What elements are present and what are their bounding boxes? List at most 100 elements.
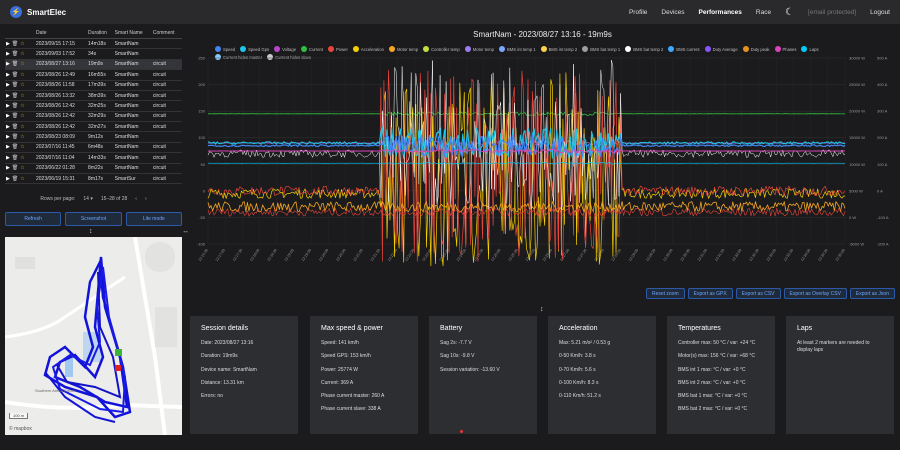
legend-item[interactable]: Motor temp [464, 46, 494, 52]
play-icon[interactable]: ▶ [6, 102, 10, 109]
nav-race[interactable]: Race [755, 8, 772, 16]
vertical-resize-icon[interactable]: ↕ [89, 228, 93, 235]
star-icon[interactable]: ☆ [20, 113, 25, 120]
reset-zoom-button[interactable]: Reset zoom [645, 288, 685, 299]
trash-icon[interactable]: 🗑 [11, 40, 19, 47]
trash-icon[interactable]: 🗑 [11, 144, 19, 151]
legend-item[interactable]: Current hides slave [267, 54, 311, 60]
legend-item[interactable]: BMS int temp 2 [540, 46, 577, 52]
legend-item[interactable]: Power [328, 46, 348, 52]
table-row[interactable]: ▶ 🗑 ☆ 2023/09/03 17:52 34s SmartNam [5, 48, 182, 60]
star-icon[interactable]: ☆ [20, 154, 25, 161]
trash-icon[interactable]: 🗑 [11, 113, 19, 120]
play-icon[interactable]: ▶ [6, 61, 10, 68]
legend-item[interactable]: BMS bat temp 1 [582, 46, 620, 52]
trash-icon[interactable]: 🗑 [11, 51, 19, 58]
legend-item[interactable]: Voltage [274, 46, 296, 52]
star-icon[interactable]: ☆ [20, 71, 25, 78]
play-icon[interactable]: ▶ [6, 92, 10, 99]
lite-mode-button[interactable]: Lite mode [125, 212, 182, 226]
nav-devices[interactable]: Devices [661, 8, 685, 16]
legend-item[interactable]: Phases [774, 46, 796, 52]
play-icon[interactable]: ▶ [6, 51, 10, 58]
table-row[interactable]: ▶ 🗑 ☆ 2023/09/15 17:15 14m18s SmartNam [5, 38, 182, 50]
play-icon[interactable]: ▶ [6, 71, 10, 78]
star-icon[interactable]: ☆ [20, 144, 25, 151]
legend-item[interactable]: Controller temp [423, 46, 460, 52]
star-icon[interactable]: ☆ [20, 102, 25, 109]
name-header[interactable]: Smart Name [113, 28, 152, 39]
export-overlay-csv-button[interactable]: Export as Overlay CSV [783, 288, 847, 299]
refresh-button[interactable]: Refresh [5, 212, 62, 226]
trash-icon[interactable]: 🗑 [11, 92, 19, 99]
trash-icon[interactable]: 🗑 [11, 175, 19, 182]
table-row[interactable]: ▶ 🗑 ☆ 2023/08/26 12:42 32m25s SmartNam circuit [5, 100, 182, 112]
legend-item[interactable]: Current hides master [215, 54, 262, 60]
export-json-button[interactable]: Export as Json [849, 288, 895, 299]
star-icon[interactable]: ☆ [20, 61, 25, 68]
comment-header[interactable]: Comment [151, 28, 182, 39]
export-csv-button[interactable]: Export as CSV [735, 288, 781, 299]
table-row[interactable]: ▶ 🗑 ☆ 2023/08/23 08:09 9m12s SmartNam [5, 131, 182, 143]
brand[interactable]: ⚡ SmartElec [10, 6, 66, 18]
legend-item[interactable]: BMS current [668, 46, 700, 52]
trash-icon[interactable]: 🗑 [11, 71, 19, 78]
chart-resize-icon[interactable]: ↕ [540, 306, 544, 313]
nav-performances[interactable]: Performances [698, 8, 742, 16]
star-icon[interactable]: ☆ [20, 165, 25, 172]
legend-item[interactable]: Motor temp [388, 46, 418, 52]
play-icon[interactable]: ▶ [6, 165, 10, 172]
legend-item[interactable]: BMS int temp 1 [498, 46, 536, 52]
star-icon[interactable]: ☆ [20, 175, 25, 182]
play-icon[interactable]: ▶ [6, 113, 10, 120]
logout-link[interactable]: Logout [870, 8, 890, 16]
play-icon[interactable]: ▶ [6, 154, 10, 161]
export-gpx-button[interactable]: Export as GPX [687, 288, 733, 299]
trash-icon[interactable]: 🗑 [11, 123, 19, 130]
table-row[interactable]: ▶ 🗑 ☆ 2023/08/26 12:49 16m55s SmartNam circuit [5, 69, 182, 81]
next-page-icon[interactable]: › [144, 196, 147, 202]
legend-item[interactable]: Current [301, 46, 323, 52]
horizontal-resize-icon[interactable]: ↔ [182, 228, 189, 235]
table-row[interactable]: ▶ 🗑 ☆ 2023/08/26 12:42 32m27s SmartNam circuit [5, 121, 182, 133]
star-icon[interactable]: ☆ [20, 51, 25, 58]
legend-item[interactable]: Speed [215, 46, 235, 52]
star-icon[interactable]: ☆ [20, 134, 25, 141]
play-icon[interactable]: ▶ [6, 40, 10, 47]
trash-icon[interactable]: 🗑 [11, 154, 19, 161]
star-icon[interactable]: ☆ [20, 92, 25, 99]
trash-icon[interactable]: 🗑 [11, 134, 19, 141]
rows-per-page-select[interactable]: 14 ▾ [83, 196, 93, 202]
trash-icon[interactable]: 🗑 [11, 102, 19, 109]
legend-item[interactable]: Laps [801, 46, 819, 52]
table-row[interactable]: ▶ 🗑 ☆ 2023/08/26 11:58 17m39s SmartNam circuit [5, 80, 182, 91]
map-attribution[interactable]: © mapbox [9, 426, 32, 432]
star-icon[interactable]: ☆ [20, 123, 25, 130]
table-row[interactable]: ▶ 🗑 ☆ 2023/08/27 13:16 19m9s SmartNam circuit [5, 59, 182, 71]
table-row[interactable]: ▶ 🗑 ☆ 2023/08/26 12:42 32m29s SmartNam circuit [5, 111, 182, 123]
nav-profile[interactable]: Profile [628, 8, 648, 16]
legend-item[interactable]: Duty peak [742, 46, 770, 52]
legend-item[interactable]: Speed Gps [240, 46, 269, 52]
legend-item[interactable]: Acceleration [352, 46, 384, 52]
play-icon[interactable]: ▶ [6, 175, 10, 182]
prev-page-icon[interactable]: ‹ [135, 196, 137, 202]
legend-item[interactable]: BMS bat temp 2 [625, 46, 663, 52]
table-row[interactable]: ▶ 🗑 ☆ 2023/06/19 15:31 8m17s SmartSur circuit [5, 173, 182, 185]
play-icon[interactable]: ▶ [6, 82, 10, 89]
duration-header[interactable]: Duration [87, 28, 114, 39]
table-row[interactable]: ▶ 🗑 ☆ 2023/08/26 13:32 38m39s SmartNam circuit [5, 90, 182, 102]
legend-item[interactable]: Duty Average [704, 46, 738, 52]
trash-icon[interactable]: 🗑 [11, 165, 19, 172]
screenshot-button[interactable]: Screenshot [65, 212, 122, 226]
play-icon[interactable]: ▶ [6, 144, 10, 151]
track-map[interactable]: 100 m © mapbox Southern Arena Circuit [5, 237, 182, 435]
play-icon[interactable]: ▶ [6, 123, 10, 130]
trash-icon[interactable]: 🗑 [11, 61, 19, 68]
table-row[interactable]: ▶ 🗑 ☆ 2023/06/22 01:28 8m22s SmartNam circuit [5, 163, 182, 174]
table-row[interactable]: ▶ 🗑 ☆ 2023/07/16 11:04 14m33s SmartNam circuit [5, 152, 182, 164]
table-row[interactable]: ▶ 🗑 ☆ 2023/07/16 11:45 6m48s SmartNam circuit [5, 142, 182, 154]
date-header[interactable]: Date [35, 28, 88, 39]
trash-icon[interactable]: 🗑 [11, 82, 19, 89]
